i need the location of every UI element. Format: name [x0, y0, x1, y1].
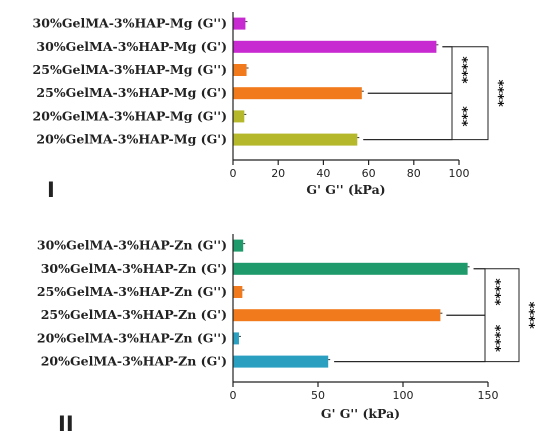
x-tick-label: 20 [271, 167, 285, 180]
bar [233, 40, 437, 53]
x-tick-label: 50 [311, 389, 325, 402]
category-label: 30%GelMA-3%HAP-Mg (G') [36, 39, 227, 54]
bar [233, 262, 468, 275]
x-axis-label: G' G'' (kPa) [306, 182, 385, 197]
significance-stars: *** [454, 106, 469, 127]
category-label: 25%GelMA-3%HAP-Zn (G'') [37, 284, 227, 299]
panel-label: I [47, 178, 55, 202]
bar [233, 309, 441, 322]
x-tick-label: 40 [316, 167, 330, 180]
bar [233, 64, 247, 76]
category-label: 20%GelMA-3%HAP-Mg (G') [36, 132, 227, 147]
significance-bracket [367, 46, 453, 94]
x-tick-label: 80 [407, 167, 421, 180]
significance-bracket [446, 268, 486, 316]
x-tick-label: 60 [362, 167, 376, 180]
bar [233, 286, 243, 298]
category-label: 30%GelMA-3%HAP-Mg (G'') [33, 16, 227, 31]
category-label: 25%GelMA-3%HAP-Mg (G'') [33, 62, 227, 77]
category-label: 30%GelMA-3%HAP-Zn (G') [41, 261, 227, 276]
x-tick-label: 150 [478, 389, 499, 402]
category-label: 20%GelMA-3%HAP-Zn (G'') [37, 330, 227, 345]
category-label: 25%GelMA-3%HAP-Mg (G') [36, 85, 227, 100]
bar [233, 332, 239, 345]
significance-bracket [334, 314, 486, 363]
panel-label: II [58, 412, 74, 436]
bar [233, 110, 245, 123]
x-tick-label: 100 [393, 389, 414, 402]
chart-panel-1: 30%GelMA-3%HAP-Mg (G'') 30%GelMA-3%HAP-Mg… [33, 12, 505, 202]
significance-stars: **** [490, 80, 505, 107]
significance-bracket [334, 268, 520, 363]
category-label: 20%GelMA-3%HAP-Mg (G'') [33, 108, 227, 123]
significance-stars: **** [521, 302, 536, 329]
significance-stars: **** [487, 325, 502, 352]
significance-stars: **** [487, 278, 502, 305]
bar [233, 239, 244, 252]
bar [233, 17, 246, 30]
chart-panel-2: 30%GelMA-3%HAP-Zn (G'') 30%GelMA-3%HAP-Zn… [37, 234, 536, 436]
x-axis-label: G' G'' (kPa) [321, 406, 400, 421]
significance-bracket [363, 92, 453, 141]
category-label: 30%GelMA-3%HAP-Zn (G'') [37, 238, 227, 253]
bar [233, 87, 362, 100]
x-tick-label: 100 [449, 167, 470, 180]
significance-stars: **** [454, 56, 469, 83]
bar [233, 355, 329, 368]
x-tick-label: 0 [230, 167, 237, 180]
significance-bracket [363, 46, 489, 141]
bar [233, 133, 358, 146]
category-label: 25%GelMA-3%HAP-Zn (G') [41, 307, 227, 322]
category-label: 20%GelMA-3%HAP-Zn (G') [41, 354, 227, 369]
x-tick-label: 0 [230, 389, 237, 402]
